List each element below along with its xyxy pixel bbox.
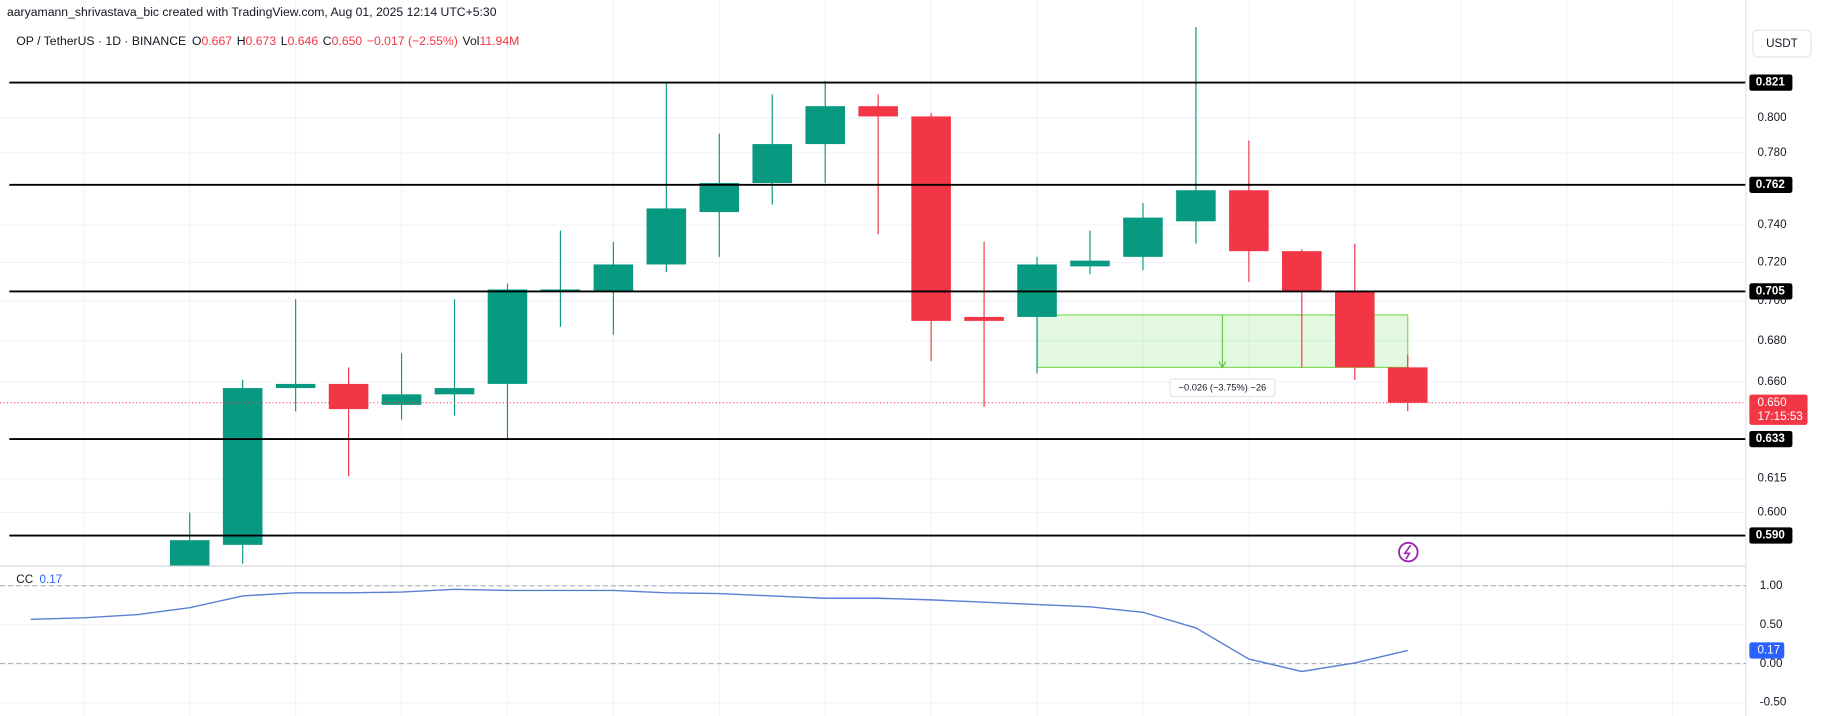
candle-body <box>434 388 475 395</box>
alert-icon <box>1398 541 1419 563</box>
indicator-name: CC <box>16 573 33 586</box>
y-tick-label: 0.800 <box>1757 111 1787 124</box>
level-label: 0.633 <box>1756 432 1786 445</box>
level-tag <box>1749 527 1793 544</box>
y-tick-label: 0.780 <box>1757 146 1787 159</box>
symbol: OP / TetherUS · 1D · BINANCE <box>16 34 186 48</box>
y-tick-label: 0.660 <box>1757 375 1787 388</box>
level-tag <box>1749 430 1793 448</box>
y-tick-label: 0.740 <box>1757 218 1787 231</box>
candle-body <box>222 388 263 545</box>
currency-label[interactable]: USDT <box>1766 37 1798 50</box>
indicator-value: 0.17 <box>40 573 63 586</box>
indicator-last-tag <box>1749 642 1785 659</box>
level-tag <box>1749 74 1793 91</box>
level-tag <box>1749 283 1793 300</box>
y-tick-label: 0.680 <box>1757 334 1787 347</box>
candle-body <box>1387 367 1428 403</box>
candle-body <box>1123 217 1163 257</box>
candle-body <box>540 289 581 292</box>
measure-arrowhead <box>1218 361 1227 369</box>
y-tick-label: 0.720 <box>1757 256 1787 269</box>
c-value: 0.650 <box>332 34 363 48</box>
candle-body <box>699 183 740 213</box>
candle-body <box>964 316 1004 321</box>
credit: aaryamann_shrivastava_bic created with T… <box>7 5 497 19</box>
level-label: 0.705 <box>1756 284 1786 297</box>
candle-body <box>381 394 422 405</box>
indicator-line <box>30 588 1408 673</box>
last-price-tag <box>1749 394 1808 425</box>
o-label: O <box>192 34 202 48</box>
level-label: 0.590 <box>1756 529 1785 542</box>
price-pane: −0.026 (−3.75%) −26 0.821 0.762 0.705 0.633 0… <box>0 26 1808 567</box>
candle-body <box>275 383 316 389</box>
change: −0.017 (−2.55%) <box>367 34 458 48</box>
l-label: L <box>281 34 288 48</box>
countdown: 17:15:53 <box>1757 410 1802 423</box>
candle-body <box>1176 190 1216 222</box>
y-tick-label: 0.700 <box>1757 294 1787 307</box>
vol-label: Vol <box>463 34 480 48</box>
y-tick-label: 1.00 <box>1760 579 1783 592</box>
o-value: 0.667 <box>202 34 233 48</box>
candle-body <box>1070 260 1110 267</box>
candle-body <box>487 289 528 384</box>
level-label: 0.762 <box>1756 178 1785 191</box>
candle-body <box>1334 291 1375 368</box>
candle-body <box>169 540 210 567</box>
y-tick-label: 0.615 <box>1757 472 1786 485</box>
candle-body <box>858 106 898 117</box>
legend: OP / TetherUS · 1D · BINANCE O0.667 H0.673… <box>16 34 519 48</box>
level-label: 0.821 <box>1756 76 1786 89</box>
indicator-last-label: 0.17 <box>1757 644 1780 657</box>
measure-label-box <box>1169 378 1276 398</box>
y-tick-label: 0.50 <box>1760 618 1783 631</box>
candle-body <box>1282 251 1322 292</box>
vol-value: 11.94M <box>479 34 519 48</box>
y-tick-label: 0.00 <box>1760 657 1783 670</box>
last-price-label: 0.650 <box>1757 396 1787 409</box>
y-tick-label: 0.600 <box>1757 506 1787 519</box>
y-tick-label: -0.50 <box>1760 696 1787 709</box>
candle-body <box>752 144 793 184</box>
measure-label: −0.026 (−3.75%) −26 <box>1179 383 1267 393</box>
level-tag <box>1749 176 1793 193</box>
candle-body <box>593 264 634 292</box>
candle-body <box>646 208 687 265</box>
candle-body <box>805 106 845 145</box>
candle-body <box>328 383 369 410</box>
currency-button[interactable] <box>1752 29 1812 58</box>
candle-body <box>911 116 951 321</box>
candle-body <box>1229 190 1269 252</box>
h-value: 0.673 <box>246 34 277 48</box>
h-label: H <box>237 34 246 48</box>
c-label: C <box>323 34 332 48</box>
l-value: 0.646 <box>288 34 319 48</box>
